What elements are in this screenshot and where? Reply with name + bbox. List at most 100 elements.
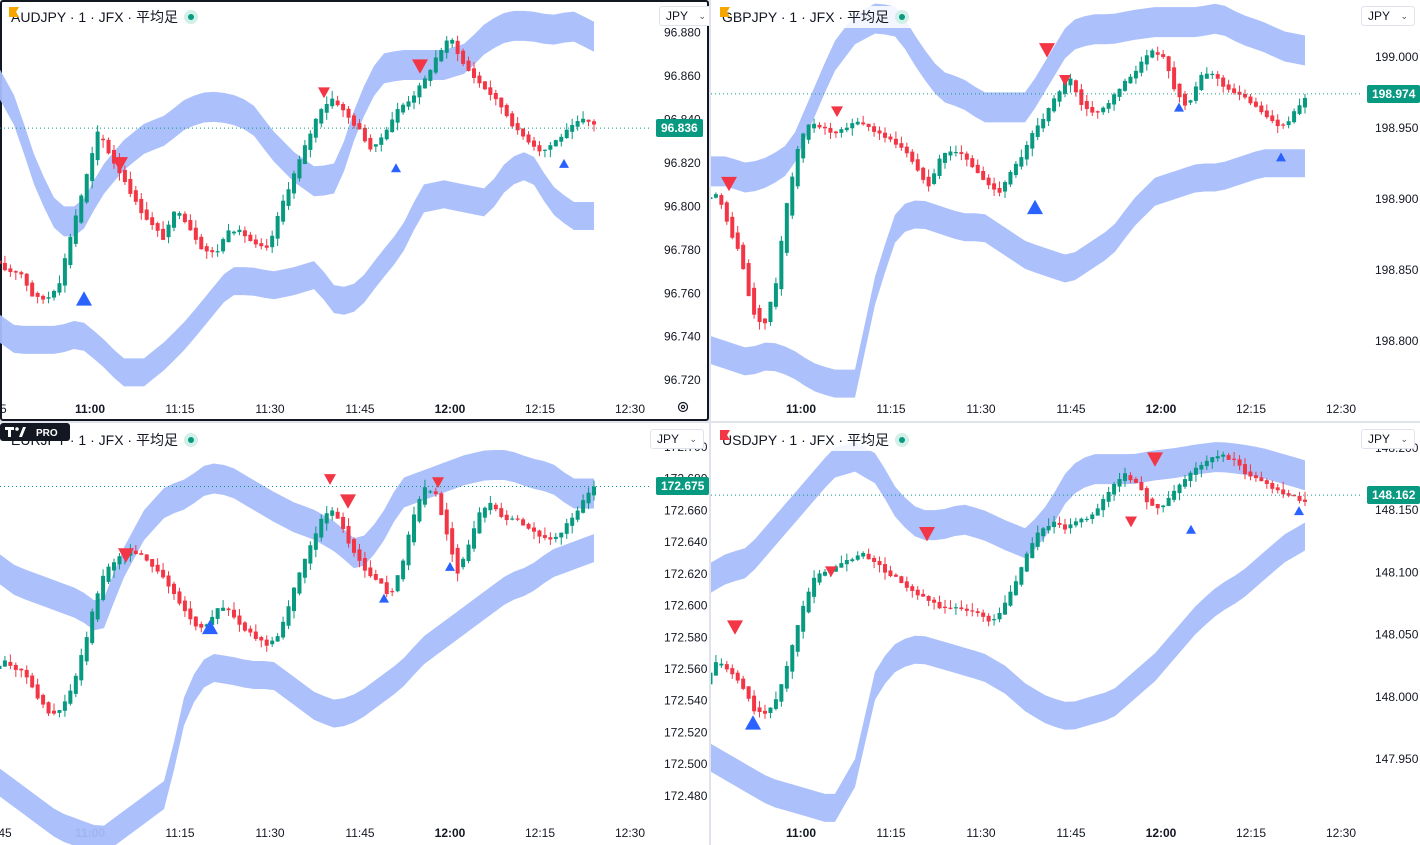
candle-body: [1090, 107, 1095, 113]
symbol-title[interactable]: AUDJPY · 1 · JFX · 平均足: [11, 9, 178, 25]
candle-body: [757, 307, 762, 323]
chart-pane-gbpjpy[interactable]: GBPJPY · 1 · JFX · 平均足 JPY ⌄ 199.000 198.9…: [711, 0, 1420, 421]
candle-body: [515, 518, 520, 520]
candle-body: [1079, 518, 1084, 523]
candle-body: [19, 668, 24, 671]
buy-signal-marker: [391, 163, 401, 173]
candle-body: [221, 607, 226, 611]
candle-body: [455, 40, 460, 54]
symbol-header[interactable]: USDJPY · 1 · JFX · 平均足: [719, 429, 912, 451]
price-tick-label: 198.850: [1375, 263, 1419, 277]
candle-body: [1270, 482, 1275, 489]
currency-select[interactable]: JPY ⌄: [659, 6, 709, 26]
candle-body: [1095, 508, 1100, 516]
candle-body: [1003, 182, 1007, 192]
price-tick-label: 148.050: [1375, 628, 1419, 642]
candle-body: [1013, 163, 1018, 176]
candle-body: [1237, 459, 1242, 466]
candle-body: [182, 600, 187, 612]
candle-body: [302, 145, 307, 165]
candle-body: [270, 640, 275, 645]
candle-body: [341, 516, 346, 529]
flag-icon[interactable]: [719, 6, 731, 18]
price-chart[interactable]: 172.700172.680172.660172.640172.620172.6…: [0, 423, 709, 845]
time-tick-label: 11:15: [876, 402, 905, 416]
candle-body: [1035, 532, 1040, 547]
symbol-title[interactable]: GBPJPY · 1 · JFX · 平均足: [722, 9, 889, 25]
candle-body: [1275, 119, 1280, 127]
candle-body: [553, 536, 558, 539]
candle-body: [592, 121, 596, 125]
candle-body: [850, 559, 855, 562]
price-tick-label: 198.800: [1375, 334, 1419, 348]
candle-body: [439, 493, 444, 516]
candle-body: [899, 576, 904, 584]
candle-body: [752, 287, 757, 315]
candle-body: [248, 628, 253, 633]
candle-body: [795, 625, 800, 652]
time-tick-label: 11:45: [1056, 402, 1085, 416]
candle-body: [1183, 93, 1187, 106]
candle-body: [2, 262, 7, 271]
candle-body: [784, 665, 789, 689]
chart-pane-usdjpy[interactable]: USDJPY · 1 · JFX · 平均足 JPY ⌄ 148.200148.1…: [711, 423, 1420, 845]
candle-body: [319, 518, 324, 538]
candle-body: [1101, 499, 1106, 511]
price-chart[interactable]: 199.000 198.950 198.900 198.850 198.800 11:00…: [711, 0, 1420, 421]
candle-body: [504, 104, 509, 117]
candle-body: [1079, 89, 1084, 105]
price-chart[interactable]: 148.200148.150148.100148.050148.000147.9…: [711, 423, 1420, 845]
price-tick-label: 172.540: [664, 694, 708, 708]
flag-icon[interactable]: [719, 429, 731, 441]
candle-body: [172, 211, 176, 228]
candle-body: [226, 230, 231, 243]
candle-body: [41, 295, 46, 300]
candle-body: [763, 710, 767, 714]
chart-pane-eurjpy[interactable]: EURJPY · 1 · JFX · 平均足 JPY⌄ 172.700172.6…: [0, 423, 709, 845]
candle-body: [166, 224, 171, 238]
candle-body: [362, 127, 367, 142]
symbol-title[interactable]: USDJPY · 1 · JFX · 平均足: [722, 432, 889, 448]
lower-band: [711, 149, 1305, 398]
sell-signal-marker: [825, 566, 837, 578]
candle-body: [724, 202, 729, 222]
symbol-header[interactable]: GBPJPY · 1 · JFX · 平均足: [719, 6, 912, 28]
chart-pane-audjpy[interactable]: AUDJPY · 1 · JFX · 平均足 JPY ⌄ 96.880 96.860…: [0, 0, 709, 421]
candle-body: [384, 129, 389, 140]
symbol-header[interactable]: AUDJPY · 1 · JFX · 平均足: [8, 6, 201, 28]
last-price-label: 148.162: [1367, 486, 1420, 505]
candle-body: [1281, 124, 1286, 126]
candle-body: [95, 131, 100, 161]
candle-body: [1139, 481, 1144, 491]
candle-body: [735, 672, 740, 681]
settings-gear-icon[interactable]: [676, 400, 690, 414]
currency-select[interactable]: JPY ⌄: [1361, 6, 1415, 26]
candle-body: [379, 578, 384, 584]
candle-body: [352, 115, 356, 126]
upper-band: [711, 3, 1305, 193]
candle-body: [1057, 523, 1062, 525]
candle-body: [823, 571, 827, 576]
candle-body: [553, 140, 558, 147]
price-chart[interactable]: 96.88096.86096.84096.82096.80096.78096.7…: [0, 0, 709, 421]
candle-body: [182, 213, 187, 223]
tradingview-logo[interactable]: PRO: [0, 423, 70, 441]
currency-select[interactable]: JPY ⌄: [1361, 429, 1415, 449]
candle-body: [1172, 67, 1177, 90]
candle-body: [422, 487, 427, 505]
candle-body: [35, 293, 40, 297]
time-tick-label: 11:30: [966, 402, 995, 416]
time-tick-label: 12:00: [1146, 402, 1177, 416]
flag-icon[interactable]: [8, 6, 20, 18]
candle-body: [953, 607, 958, 609]
candle-body: [1264, 110, 1269, 118]
candle-body: [1052, 521, 1057, 528]
candle-body: [992, 183, 997, 190]
candle-body: [1106, 103, 1111, 109]
sell-signal-marker: [118, 548, 134, 563]
candle-body: [101, 138, 106, 141]
candle-body: [281, 621, 286, 638]
currency-select[interactable]: JPY ⌄: [650, 429, 704, 449]
candle-body: [493, 93, 498, 100]
candle-body: [226, 608, 231, 611]
